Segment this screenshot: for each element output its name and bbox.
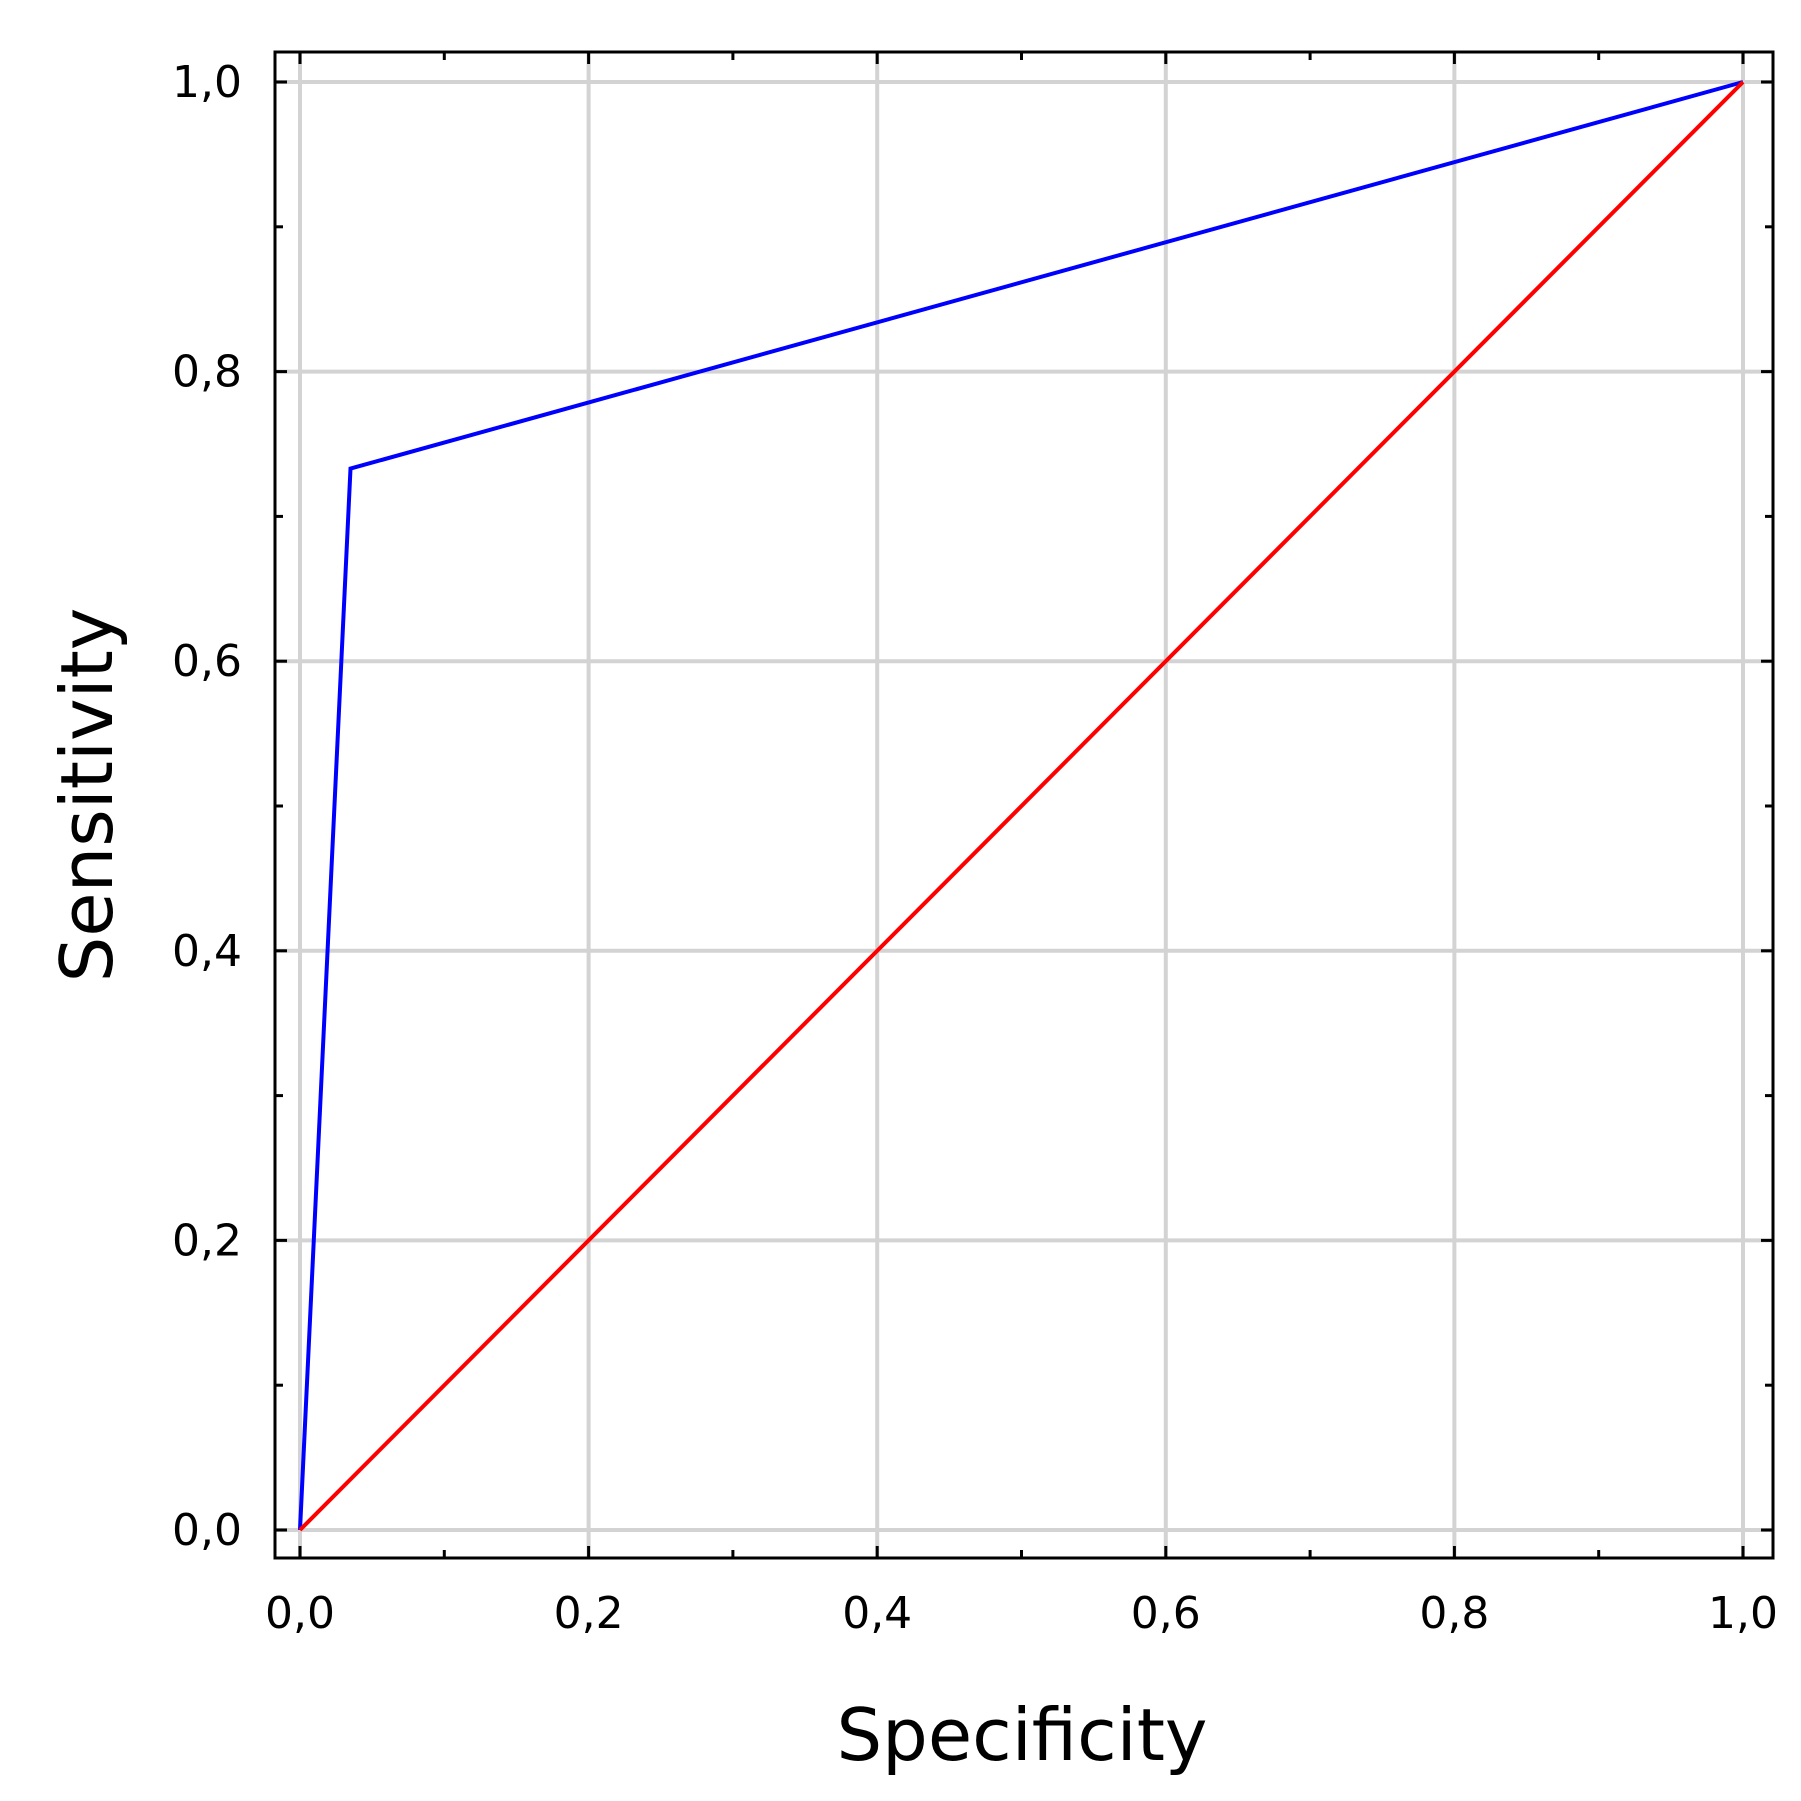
x-tick-label: 0,4 — [842, 1588, 912, 1639]
series-line-1 — [298, 80, 1744, 1531]
series-layer — [298, 80, 1745, 1532]
y-tick-label: 1,0 — [172, 57, 242, 108]
x-tick-label: 0,0 — [265, 1588, 335, 1639]
x-tick-label: 0,8 — [1419, 1588, 1489, 1639]
y-tick-label: 0,8 — [172, 347, 242, 398]
y-tick-label: 0,6 — [172, 636, 242, 687]
x-axis-title: Specificity — [836, 1693, 1207, 1777]
y-tick-label: 0,4 — [172, 926, 242, 977]
y-axis-title: Sensitivity — [45, 608, 129, 983]
axis-ticks — [275, 52, 1773, 1558]
x-tick-label: 0,2 — [554, 1588, 624, 1639]
y-tick-label: 0,2 — [172, 1215, 242, 1266]
x-tick-label: 0,6 — [1131, 1588, 1201, 1639]
tick-labels: 0,0 0,2 0,4 0,6 0,8 1,0 0,0 0,2 0,4 0,6 0,8 1,0 — [172, 57, 1778, 1639]
series-line-2 — [298, 80, 1745, 1532]
x-tick-label: 1,0 — [1708, 1588, 1778, 1639]
y-tick-label: 0,0 — [172, 1505, 242, 1556]
grid-lines — [275, 52, 1773, 1558]
